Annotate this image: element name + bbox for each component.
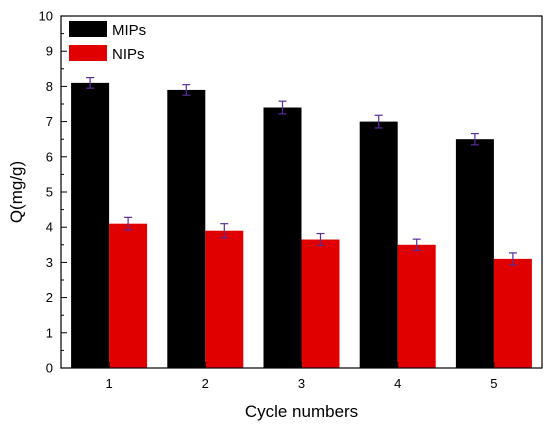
x-tick-label: 3 [298,376,305,391]
error-bar-nips-4 [412,238,421,252]
y-tick-label: 9 [46,44,53,59]
bar-mips-2 [167,89,206,369]
legend-label-nips: NIPs [112,46,145,63]
error-bar-nips-2 [220,223,229,239]
y-tick-label: 2 [46,290,53,305]
x-tick-label: 1 [105,376,112,391]
bar-nips-1 [109,223,148,368]
error-bar-mips-4 [374,114,383,129]
y-axis-title: Q(mg/g) [7,161,26,223]
y-tick-label: 7 [46,114,53,129]
y-tick-label: 5 [46,185,53,200]
y-tick-label: 1 [46,325,53,340]
error-bar-mips-2 [182,84,191,96]
bar-mips-1 [71,82,110,368]
x-axis-title: Cycle numbers [245,402,358,421]
error-bar-nips-1 [124,216,133,231]
bar-mips-4 [359,121,398,368]
plot-area [71,76,532,369]
y-tick-label: 8 [46,79,53,94]
legend-label-mips: MIPs [112,22,146,39]
x-tick-label: 5 [490,376,497,391]
legend-swatch-mips [69,21,107,37]
bar-nips-2 [205,230,244,368]
legend: MIPs NIPs [69,21,146,63]
bar-nips-4 [397,244,436,368]
legend-swatch-nips [69,45,107,61]
y-tick-label: 4 [46,220,53,235]
bar-nips-3 [301,239,340,368]
y-tick-label: 10 [39,9,53,24]
bar-nips-5 [493,258,532,368]
x-tick-label: 2 [202,376,209,391]
y-tick-label: 0 [46,361,53,376]
y-tick-label: 3 [46,255,53,270]
error-bar-mips-3 [278,100,287,115]
bar-mips-5 [455,139,494,368]
error-bar-mips-5 [470,132,479,146]
x-tick-label: 4 [394,376,401,391]
error-bar-nips-5 [508,252,517,266]
y-tick-label: 6 [46,149,53,164]
bar-mips-3 [263,107,302,369]
axes: 0 1 2 3 4 5 6 7 8 9 10 1 2 3 4 5 [39,9,543,391]
error-bar-nips-3 [316,232,325,247]
error-bar-mips-1 [86,76,95,89]
